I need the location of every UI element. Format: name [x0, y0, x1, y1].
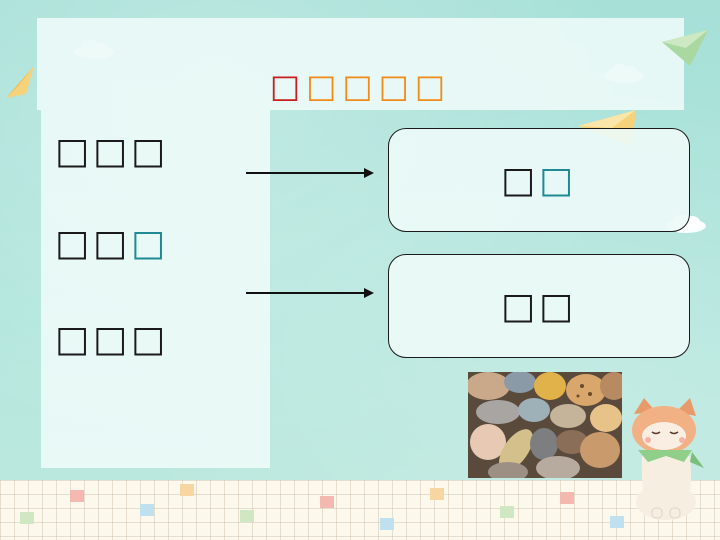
title-char-3: □ [342, 67, 379, 105]
answer-box-1: □ □ [388, 128, 690, 232]
word-list-panel: □□□ □□□ □□□ [41, 110, 270, 468]
answer-box-2-text: □□ [500, 285, 578, 327]
title-char-4: □ [378, 67, 415, 105]
floor-square [610, 516, 624, 528]
title-band: □□□□□ [37, 18, 684, 110]
answer-box-2: □□ [388, 254, 690, 358]
paper-plane-icon [662, 30, 708, 66]
answer-box-1-text: □ [500, 159, 539, 201]
word-item-1: □□□ [55, 132, 169, 172]
word-item-3-text: □□□ [55, 319, 170, 360]
paper-plane-icon [6, 66, 34, 98]
title-char-5: □ [414, 67, 452, 105]
answer-box-1-highlight: □ [539, 159, 578, 201]
pebbles-photo [468, 372, 622, 478]
floor-square [70, 490, 84, 502]
cat-illustration [632, 398, 704, 520]
slide-title: □□□□□ [37, 68, 684, 104]
title-char-1: □ [269, 67, 307, 105]
floor-grid [0, 480, 720, 540]
floor-square [500, 506, 514, 518]
floor-square [320, 496, 334, 508]
title-char-2: □ [306, 67, 343, 105]
floor-square [180, 484, 194, 496]
word-item-2: □□□ [55, 224, 169, 264]
floor-square [140, 504, 154, 516]
floor-square [20, 512, 34, 524]
word-item-1-text: □□□ [55, 131, 170, 172]
arrow-right-icon [246, 168, 374, 178]
floor-square [430, 488, 444, 500]
pebbles-illustration [468, 372, 622, 478]
floor-square [240, 510, 254, 522]
word-item-2-text: □□ [55, 223, 132, 264]
floor-square [380, 518, 394, 530]
arrow-right-icon [246, 288, 374, 298]
word-item-2-highlight: □ [131, 223, 170, 264]
word-item-3: □□□ [55, 320, 169, 360]
floor-square [560, 492, 574, 504]
